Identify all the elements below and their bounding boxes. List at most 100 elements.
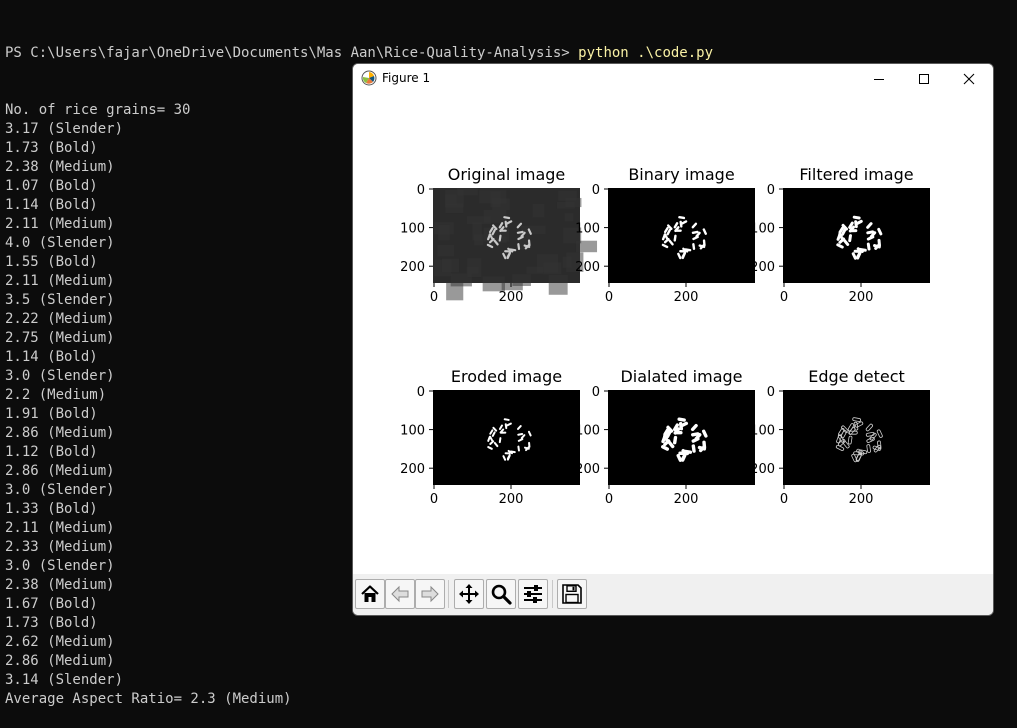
forward-button[interactable] [415, 579, 445, 609]
forward-arrow-icon [421, 585, 439, 603]
terminal-line: 2.86 (Medium) [5, 653, 115, 669]
rice-grain [681, 453, 687, 462]
rice-grain [865, 423, 873, 432]
terminal-line: 3.17 (Slender) [5, 121, 124, 137]
rice-grain [692, 235, 699, 241]
rice-grain [498, 424, 503, 430]
configure-subplots-button[interactable] [518, 579, 548, 609]
pan-button[interactable] [454, 579, 484, 609]
figure-canvas[interactable]: Original image 0 100 200 0 200 Binary image 0 10… [353, 94, 993, 574]
terminal-line: 3.0 (Slender) [5, 482, 115, 498]
rice-grain [667, 440, 675, 449]
rice-grain [695, 231, 701, 238]
maximize-button[interactable] [901, 64, 947, 94]
x-tick-label: 0 [605, 492, 613, 507]
y-tick-label: 200 [575, 462, 600, 477]
rice-grain [874, 243, 881, 250]
rice-grain [487, 446, 493, 450]
rice-grain [517, 243, 521, 251]
navigation-toolbar [353, 574, 993, 615]
terminal-command-line: PS C:\Users\fajar\OneDrive\Documents\Mas… [5, 44, 713, 63]
rice-grain [506, 422, 512, 427]
back-arrow-icon [391, 585, 409, 603]
rice-grain [516, 222, 523, 229]
x-tick-label: 200 [499, 290, 524, 305]
noise-patch [490, 191, 501, 208]
rice-grain [702, 429, 708, 438]
rice-grain [876, 429, 883, 438]
close-button[interactable] [946, 64, 992, 94]
image-area [608, 188, 755, 283]
rice-grain [848, 225, 856, 233]
save-button[interactable] [557, 579, 587, 609]
rice-grain [507, 449, 513, 455]
rice-grain [673, 427, 681, 435]
terminal-command: python .\code.py [578, 45, 714, 61]
rice-grain [856, 448, 865, 456]
terminal-line: 2.38 (Medium) [5, 159, 115, 175]
rice-grain [663, 233, 669, 240]
matplotlib-logo-icon [361, 70, 377, 86]
back-button[interactable] [385, 579, 415, 609]
noise-patch [482, 276, 505, 292]
rice-grain [682, 247, 689, 253]
y-tick-label: 100 [575, 222, 600, 237]
terminal-line: 1.55 (Bold) [5, 254, 98, 270]
rice-grain [504, 452, 511, 455]
rice-grain [678, 216, 686, 220]
terminal-line: 1.91 (Bold) [5, 406, 98, 422]
rice-grain [520, 434, 526, 440]
close-icon [963, 73, 975, 85]
rice-grain [851, 453, 858, 463]
rice-grain [847, 435, 853, 445]
terminal-line: 2.33 (Medium) [5, 539, 115, 555]
terminal-line: 4.0 (Slender) [5, 235, 115, 251]
noise-patch [564, 213, 574, 222]
rice-grain [491, 228, 496, 236]
rice-grain [699, 243, 706, 250]
x-tick-label: 0 [780, 492, 788, 507]
figure-window[interactable]: Figure 1 Original image 0 100 200 0 200 Binary… [352, 63, 994, 616]
rice-grain [666, 228, 671, 236]
rice-grain [677, 252, 682, 260]
rice-grain [506, 252, 511, 260]
subplot-binary: Binary image 0 100 200 0 200 [575, 165, 755, 305]
rice-grain [691, 432, 700, 437]
noise-patch [532, 204, 545, 218]
rice-grain [498, 437, 502, 444]
terminal-line: 3.14 (Slender) [5, 672, 124, 688]
rice-grain [493, 239, 499, 246]
subplot-original: Original image 0 100 200 0 200 [400, 165, 598, 305]
rice-grain [488, 233, 494, 240]
rice-grain [681, 252, 686, 260]
subplot-eroded: Eroded image 0 100 200 0 200 [400, 367, 580, 507]
rice-grain [667, 224, 673, 231]
rice-grain [837, 434, 845, 443]
toolbar-separator [552, 580, 553, 608]
rice-grain [691, 437, 700, 443]
noise-patch [512, 274, 531, 286]
noise-patch [548, 274, 568, 295]
y-tick-label: 200 [750, 462, 775, 477]
noise-patch [438, 224, 450, 241]
noise-patch [563, 227, 582, 244]
window-titlebar[interactable]: Figure 1 [353, 64, 993, 94]
rice-grain [679, 220, 683, 228]
rice-grain [517, 235, 524, 241]
rice-grain [838, 237, 846, 244]
minimize-button[interactable] [856, 64, 902, 94]
rice-grain [498, 234, 502, 242]
rice-grain [517, 438, 524, 442]
subplot-title: Original image [448, 165, 566, 184]
image-area [783, 188, 930, 283]
terminal-line: 1.67 (Bold) [5, 596, 98, 612]
rice-grain [677, 417, 686, 422]
zoom-button[interactable] [486, 579, 516, 609]
home-button[interactable] [355, 579, 385, 609]
rice-grain [665, 430, 672, 439]
terminal-prompt: PS C:\Users\fajar\OneDrive\Documents\Mas… [5, 45, 579, 61]
save-icon [562, 584, 582, 604]
rice-grain [841, 425, 849, 433]
rice-grain [854, 220, 858, 229]
y-tick-label: 0 [417, 385, 425, 400]
